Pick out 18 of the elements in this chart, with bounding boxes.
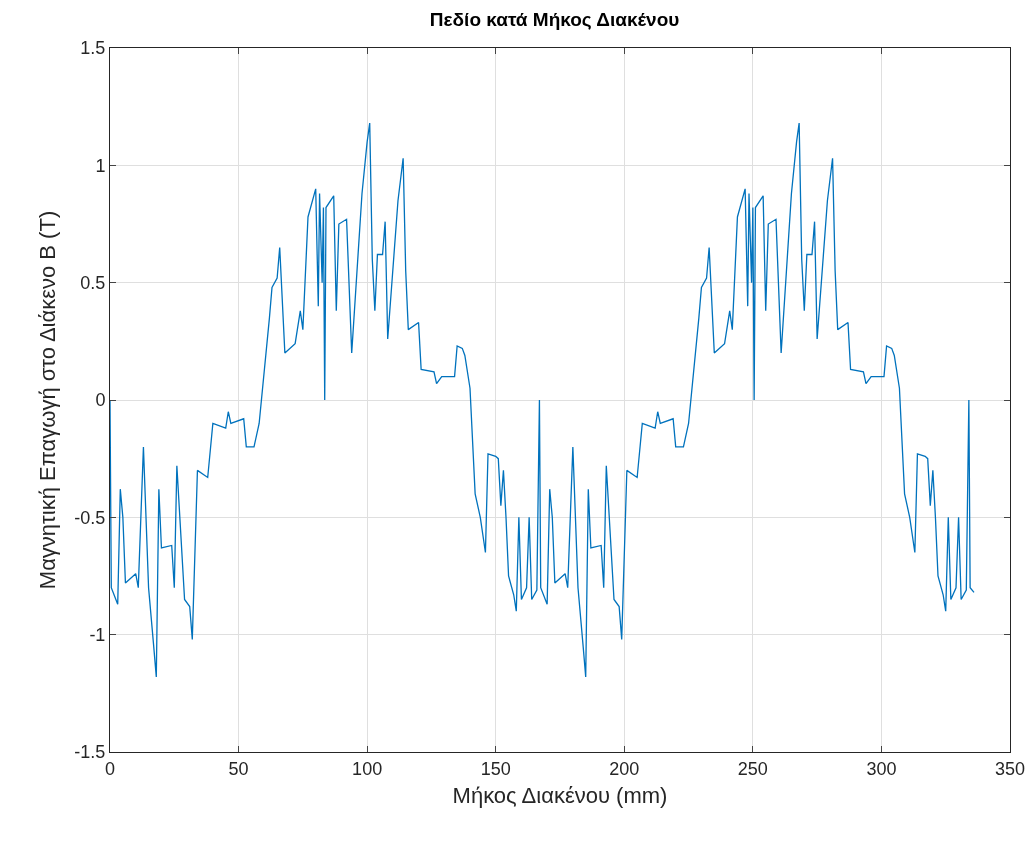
y-tick-label: 1.5 xyxy=(80,38,106,59)
chart-title: Πεδίο κατά Μήκος Διακένου xyxy=(429,8,680,30)
y-tick-label: 0.5 xyxy=(80,272,106,293)
y-tick-label: 1 xyxy=(95,155,106,176)
y-tick-label: -1.5 xyxy=(74,742,106,763)
x-tick-label: 350 xyxy=(994,758,1026,779)
x-tick-label: 50 xyxy=(228,758,249,779)
line-series xyxy=(110,122,975,678)
x-tick-label: 150 xyxy=(480,758,511,779)
x-tick-label: 200 xyxy=(609,758,640,779)
x-tick-label: 300 xyxy=(866,758,897,779)
x-tick-label: 250 xyxy=(737,758,768,779)
y-axis-title: Μαγνητική Επαγωγή στο Διάκενο B (T) xyxy=(35,210,61,590)
x-axis-title: Μήκος Διακένου (mm) xyxy=(452,783,668,809)
y-tick-label: -0.5 xyxy=(74,507,106,528)
y-tick-label: -1 xyxy=(89,624,106,645)
x-tick-label: 100 xyxy=(352,758,383,779)
y-tick-label: 0 xyxy=(95,390,106,411)
